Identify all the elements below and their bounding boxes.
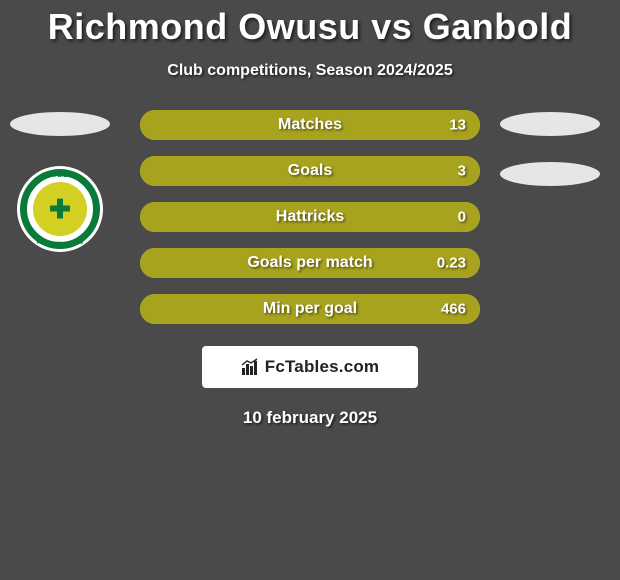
stat-bar-matches: Matches 13 <box>140 110 480 140</box>
branding-text: FcTables.com <box>265 357 380 377</box>
stat-bar-hattricks: Hattricks 0 <box>140 202 480 232</box>
chart-area: MŠK ŽILINA ✚ FUTBALOVÝ KLUB 1908 Matches… <box>0 110 620 324</box>
stat-value: 0.23 <box>437 255 466 272</box>
stat-bar-min-per-goal: Min per goal 466 <box>140 294 480 324</box>
stat-value: 466 <box>441 301 466 318</box>
date-label: 10 february 2025 <box>0 408 620 428</box>
stat-bar-goals-per-match: Goals per match 0.23 <box>140 248 480 278</box>
club-logo-inner: ✚ <box>33 182 87 236</box>
stat-label: Matches <box>278 116 342 134</box>
club-logo-text-top: MŠK ŽILINA <box>17 173 103 179</box>
club-logo-cross-icon: ✚ <box>49 194 71 225</box>
country-flag-left <box>10 112 110 136</box>
stat-label: Min per goal <box>263 300 357 318</box>
stat-value: 3 <box>458 163 466 180</box>
stat-value: 0 <box>458 209 466 226</box>
club-logo-text-bottom: FUTBALOVÝ KLUB 1908 <box>17 240 103 245</box>
branding-chart-icon <box>241 358 259 376</box>
comparison-widget: Richmond Owusu vs Ganbold Club competiti… <box>0 0 620 580</box>
stat-value: 13 <box>449 117 466 134</box>
stats-bars: Matches 13 Goals 3 Hattricks 0 Goals per… <box>140 110 480 324</box>
country-flag-right-2 <box>500 162 600 186</box>
subtitle: Club competitions, Season 2024/2025 <box>0 62 620 80</box>
page-title: Richmond Owusu vs Ganbold <box>0 0 620 48</box>
stat-label: Hattricks <box>276 208 344 226</box>
player-left-column: MŠK ŽILINA ✚ FUTBALOVÝ KLUB 1908 <box>10 112 110 252</box>
stat-label: Goals <box>288 162 332 180</box>
player-right-column <box>500 112 600 186</box>
stat-bar-goals: Goals 3 <box>140 156 480 186</box>
stat-label: Goals per match <box>247 254 372 272</box>
branding-badge[interactable]: FcTables.com <box>202 346 418 388</box>
club-logo-left: MŠK ŽILINA ✚ FUTBALOVÝ KLUB 1908 <box>17 166 103 252</box>
country-flag-right-1 <box>500 112 600 136</box>
